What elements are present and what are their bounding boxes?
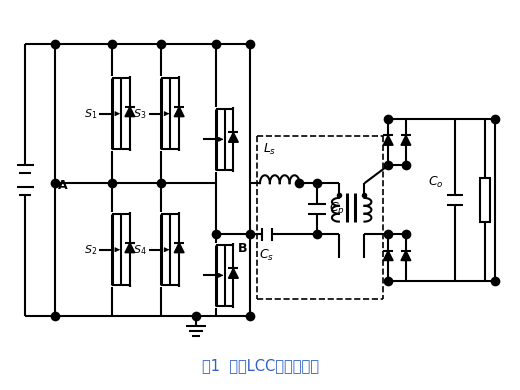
Polygon shape (383, 135, 393, 145)
Text: $C_o$: $C_o$ (427, 175, 444, 190)
Polygon shape (174, 107, 184, 117)
Text: $S_4$: $S_4$ (133, 243, 147, 257)
Polygon shape (125, 243, 135, 253)
Polygon shape (125, 107, 135, 117)
Text: B: B (238, 242, 247, 255)
Polygon shape (383, 251, 393, 261)
Bar (480, 178, 490, 222)
Text: $C_s$: $C_s$ (259, 248, 275, 263)
Text: $L_s$: $L_s$ (263, 142, 276, 157)
Text: $S_3$: $S_3$ (133, 107, 147, 121)
Text: 图1  全桥LCC电路原理图: 图1 全桥LCC电路原理图 (202, 358, 319, 373)
Polygon shape (401, 251, 411, 261)
Text: $C_p$: $C_p$ (329, 200, 345, 217)
Text: A: A (58, 179, 68, 191)
Text: $S_2$: $S_2$ (84, 243, 97, 257)
Polygon shape (174, 243, 184, 253)
Text: $S_1$: $S_1$ (84, 107, 97, 121)
Polygon shape (401, 135, 411, 145)
Polygon shape (228, 132, 238, 142)
Polygon shape (228, 268, 238, 278)
